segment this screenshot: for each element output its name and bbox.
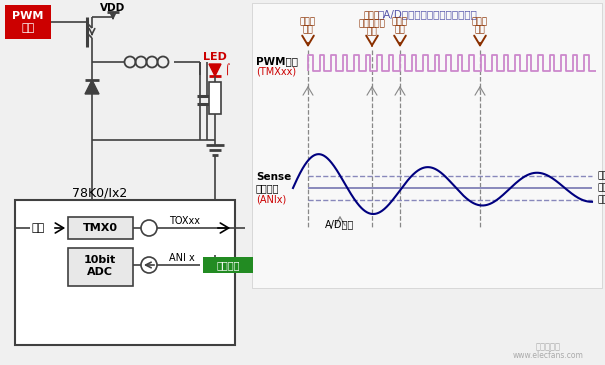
Text: TMX0: TMX0	[82, 223, 117, 233]
Text: 上限: 上限	[597, 172, 605, 181]
Text: (ANIx): (ANIx)	[256, 194, 286, 204]
Text: 10bit: 10bit	[84, 255, 116, 265]
Bar	[252, 3, 602, 288]
Text: 电流检测: 电流检测	[216, 260, 240, 270]
Text: A/D转换: A/D转换	[325, 219, 355, 229]
Text: Sense: Sense	[256, 172, 291, 182]
Text: 占空比: 占空比	[472, 18, 488, 27]
Text: VDD: VDD	[100, 3, 126, 13]
Polygon shape	[209, 64, 221, 76]
Bar	[68, 248, 133, 286]
Bar	[68, 217, 133, 239]
Bar	[15, 200, 235, 345]
Text: 降低: 降低	[475, 26, 485, 35]
Text: 开关: 开关	[21, 23, 34, 33]
Polygon shape	[85, 80, 99, 94]
Text: www.elecfans.com: www.elecfans.com	[512, 351, 583, 361]
Bar	[203, 257, 253, 273]
Text: ANI x: ANI x	[169, 253, 195, 263]
Text: TOXxx: TOXxx	[169, 216, 200, 226]
Text: PWM: PWM	[12, 11, 44, 21]
Text: 与A/D转换结果比较以更新占空比: 与A/D转换结果比较以更新占空比	[377, 9, 477, 19]
Text: 电压输入: 电压输入	[256, 183, 280, 193]
Text: 增大占空比: 增大占空比	[359, 19, 385, 28]
Text: ADC: ADC	[87, 267, 113, 277]
Text: 占空比: 占空比	[392, 18, 408, 27]
Text: 目标: 目标	[597, 184, 605, 192]
Text: ⌠: ⌠	[224, 63, 229, 75]
Text: LED: LED	[203, 52, 227, 62]
Text: PWM输出: PWM输出	[256, 56, 298, 66]
Text: 占空比: 占空比	[300, 18, 316, 27]
Circle shape	[141, 220, 157, 236]
Text: 占空比: 占空比	[364, 12, 380, 20]
Text: 增大: 增大	[394, 26, 405, 35]
Text: 内联: 内联	[31, 223, 45, 233]
Text: 降低: 降低	[302, 26, 313, 35]
Text: 降低: 降低	[367, 27, 378, 36]
Text: 电子发烧友: 电子发烧友	[535, 342, 560, 351]
Bar	[5, 5, 51, 39]
Circle shape	[141, 257, 157, 273]
Text: (TMXxx): (TMXxx)	[256, 66, 296, 76]
Bar	[209, 82, 221, 114]
Text: 下限: 下限	[597, 196, 605, 204]
Text: 78K0/Ix2: 78K0/Ix2	[73, 187, 128, 200]
